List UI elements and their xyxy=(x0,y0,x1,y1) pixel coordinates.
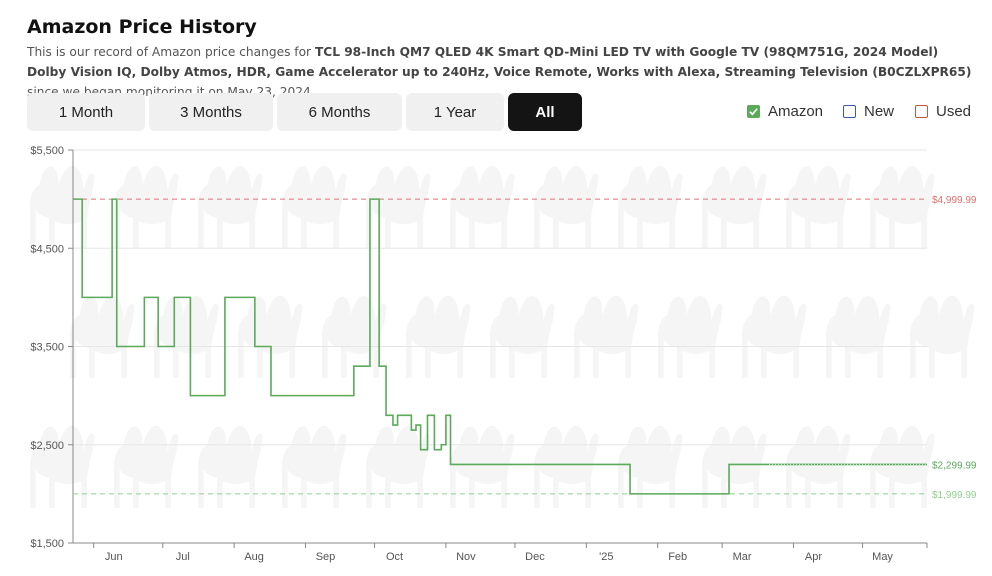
camel-watermark-icon xyxy=(366,165,431,248)
y-tick-label: $5,500 xyxy=(30,145,64,157)
camel-watermark-icon xyxy=(786,165,851,248)
x-tick-label: Jun xyxy=(105,551,123,563)
series-line-amazon xyxy=(73,198,927,495)
camel-watermark-icon xyxy=(70,295,135,378)
camel-watermark-icon xyxy=(870,165,935,248)
chart-axes xyxy=(68,149,928,548)
y-tick-label: $3,500 xyxy=(30,342,64,354)
camel-watermark-icon xyxy=(702,425,767,508)
camel-watermark-icon xyxy=(618,165,683,248)
range-1-year-button[interactable]: 1 Year xyxy=(406,93,504,131)
camel-watermark-icon xyxy=(870,425,935,508)
camel-watermark-icon xyxy=(702,165,767,248)
x-tick-label: Jul xyxy=(176,551,190,563)
x-tick-label: Sep xyxy=(316,551,336,563)
camel-watermark-icon xyxy=(618,425,683,508)
camel-watermark-icon xyxy=(450,425,515,508)
page-title: Amazon Price History xyxy=(27,16,257,38)
camel-watermark-icon xyxy=(742,295,807,378)
camel-watermark-icon xyxy=(450,165,515,248)
desc-prefix: This is our record of Amazon price chang… xyxy=(27,45,315,59)
x-tick-label: Apr xyxy=(805,551,822,563)
camel-watermark-icon xyxy=(490,295,555,378)
product-name: TCL 98-Inch QM7 QLED 4K Smart QD-Mini LE… xyxy=(27,45,972,79)
camel-watermark-icon xyxy=(910,295,975,378)
camel-watermark-icon xyxy=(154,295,219,378)
x-tick-label: Nov xyxy=(456,551,476,563)
camel-watermark-icon xyxy=(282,165,347,248)
series-lines xyxy=(73,198,927,495)
camel-watermark-icon xyxy=(198,425,263,508)
camel-watermark-icon xyxy=(366,425,431,508)
reference-label: $1,999.99 xyxy=(932,490,977,501)
camel-watermark xyxy=(30,165,975,508)
x-tick-label: Dec xyxy=(525,551,545,563)
x-tick-label: Mar xyxy=(733,551,752,563)
camel-watermark-icon xyxy=(114,165,179,248)
legend-new-toggle[interactable]: New xyxy=(843,103,894,120)
current-price-label: $2,299.99 xyxy=(932,460,977,471)
chart-labels: $1,500 $2,500 $3,500 $4,500 $5,500 Jun Jul Aug S… xyxy=(30,145,977,563)
range-3-months-button[interactable]: 3 Months xyxy=(149,93,273,131)
legend-used-toggle[interactable]: Used xyxy=(915,103,971,120)
legend-used-label: Used xyxy=(936,103,972,120)
camel-watermark-icon xyxy=(786,425,851,508)
y-tick-label: $2,500 xyxy=(30,440,64,452)
camel-watermark-icon xyxy=(114,425,179,508)
y-tick-label: $1,500 xyxy=(30,538,64,550)
camel-watermark-icon xyxy=(198,165,263,248)
x-tick-label: Feb xyxy=(668,551,687,563)
x-tick-label: Oct xyxy=(386,551,403,563)
range-6-months-button[interactable]: 6 Months xyxy=(277,93,402,131)
checkbox-checked-icon xyxy=(747,105,760,118)
reference-label: $4,999.99 xyxy=(932,195,977,206)
camel-watermark-icon xyxy=(574,295,639,378)
reference-lines xyxy=(73,198,927,495)
camel-watermark-icon xyxy=(282,425,347,508)
checkbox-empty-icon xyxy=(915,105,928,118)
x-tick-label: '25 xyxy=(599,551,613,563)
checkbox-empty-icon xyxy=(843,105,856,118)
x-tick-label: May xyxy=(872,551,893,563)
description: This is our record of Amazon price chang… xyxy=(27,42,972,102)
camel-watermark-icon xyxy=(406,295,471,378)
x-tick-label: Aug xyxy=(244,551,264,563)
camel-watermark-icon xyxy=(534,425,599,508)
camel-watermark-icon xyxy=(534,165,599,248)
camel-watermark-icon xyxy=(30,425,95,508)
legend-new-label: New xyxy=(864,103,895,120)
range-1-month-button[interactable]: 1 Month xyxy=(27,93,145,131)
range-all-button[interactable]: All xyxy=(508,93,582,131)
camel-watermark-icon xyxy=(30,165,95,248)
legend-amazon-label: Amazon xyxy=(768,103,824,120)
y-tick-label: $4,500 xyxy=(30,243,64,255)
legend-amazon-toggle[interactable]: Amazon xyxy=(747,103,823,120)
camel-watermark-icon xyxy=(826,295,891,378)
camel-watermark-icon xyxy=(658,295,723,378)
